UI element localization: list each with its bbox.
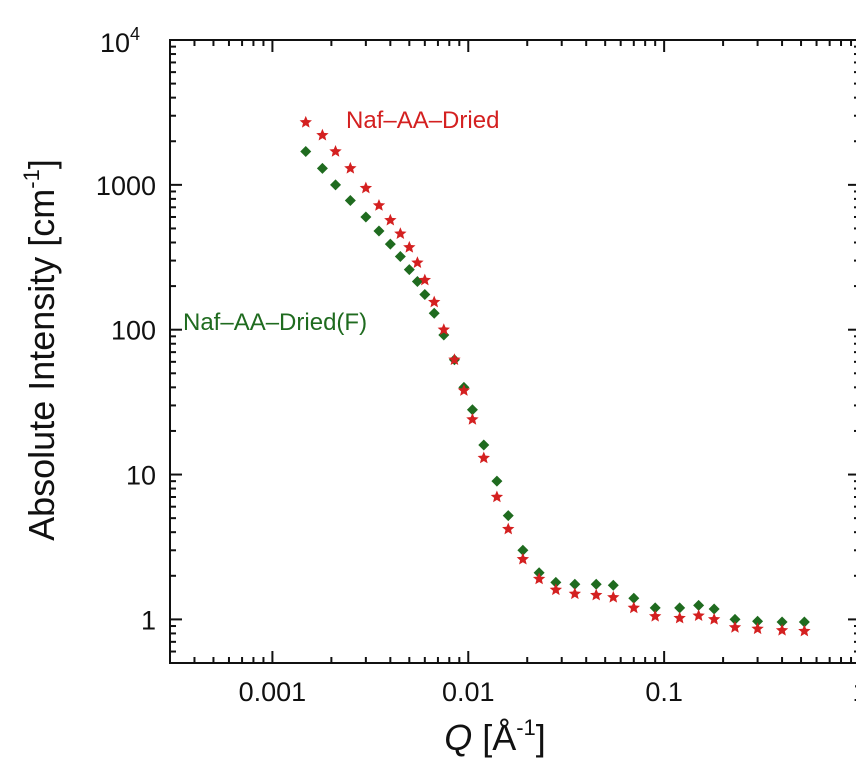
y-tick-label: 10 <box>126 461 156 491</box>
data-point <box>628 592 640 604</box>
data-point <box>359 181 373 194</box>
data-point <box>607 579 619 591</box>
data-point <box>798 616 810 628</box>
data-point <box>478 439 490 451</box>
x-tick-label: 1 <box>852 677 856 707</box>
data-point <box>418 273 431 286</box>
data-point <box>707 612 721 625</box>
data-point <box>568 587 582 600</box>
ticks-layer <box>169 39 856 664</box>
y-tick-label: 100 <box>111 316 156 346</box>
data-point <box>411 256 424 268</box>
annotation-naf-aa-dried-f: Naf–AA–Dried(F) <box>183 309 367 336</box>
data-point <box>457 384 471 396</box>
x-axis-unit: [Å <box>472 717 516 758</box>
y-top-tick-label: 104 <box>100 24 140 58</box>
data-point <box>466 412 479 425</box>
data-point <box>549 583 563 596</box>
data-point <box>607 590 620 603</box>
data-point <box>316 128 329 141</box>
data-point <box>502 522 515 535</box>
data-point <box>751 622 764 635</box>
data-point <box>299 115 312 128</box>
data-point <box>466 404 478 416</box>
y-top-exp: 4 <box>130 24 140 44</box>
y-tick-label: 1 <box>141 605 156 635</box>
data-point <box>394 251 406 263</box>
data-point <box>344 161 357 174</box>
data-point <box>477 451 490 464</box>
y-axis-exp: -1 <box>19 169 44 189</box>
data-point <box>752 615 764 627</box>
data-point <box>517 544 529 556</box>
y-top-base: 10 <box>100 28 130 58</box>
x-axis-exp: -1 <box>516 715 536 740</box>
data-point <box>316 162 328 174</box>
data-point <box>775 623 789 636</box>
data-point <box>648 609 662 622</box>
data-point <box>649 602 661 614</box>
plot-frame <box>169 39 856 664</box>
data-point <box>491 475 503 487</box>
x-tick-label: 0.01 <box>442 677 495 707</box>
data-point <box>330 179 342 191</box>
y-axis-close: ] <box>21 159 62 169</box>
data-point <box>729 613 741 625</box>
data-point <box>569 578 581 590</box>
data-point <box>516 552 530 565</box>
data-point <box>674 602 686 614</box>
y-axis-title: Absolute Intensity [cm-1] <box>19 159 62 541</box>
series-naf-aa-dried <box>299 115 811 637</box>
data-point <box>384 238 396 250</box>
y-tick-label: 1000 <box>96 171 156 201</box>
data-point <box>344 194 356 206</box>
data-point <box>627 601 640 614</box>
labels-layer: 0.001 0.01 0.1 1 1 10 100 1000 <box>96 171 856 707</box>
data-point <box>550 576 562 588</box>
x-axis-var: Q <box>444 717 472 758</box>
x-axis-close: ] <box>536 717 546 758</box>
data-point <box>384 213 397 226</box>
data-point <box>360 211 372 223</box>
data-point <box>502 510 514 522</box>
x-tick-label: 0.001 <box>239 677 307 707</box>
x-tick-label: 0.1 <box>645 677 683 707</box>
data-point <box>428 307 440 319</box>
data-point <box>437 323 450 335</box>
data-point <box>590 588 603 601</box>
data-point <box>329 144 342 157</box>
data-point <box>428 295 441 308</box>
data-point <box>490 490 504 503</box>
data-point <box>798 624 811 637</box>
series-naf-aa-dried-f <box>300 145 810 628</box>
annotation-naf-aa-dried: Naf–AA–Dried <box>346 107 499 134</box>
series-layer <box>299 115 811 637</box>
data-point <box>728 620 742 633</box>
data-point <box>403 240 416 253</box>
data-point <box>692 609 705 621</box>
y-axis-main: Absolute Intensity [cm <box>21 189 62 541</box>
data-point <box>693 599 705 611</box>
data-point <box>448 353 461 366</box>
data-point <box>411 276 423 288</box>
x-axis-title: Q [Å-1] <box>444 715 546 758</box>
data-point <box>419 288 431 300</box>
data-point <box>532 572 546 585</box>
data-point <box>403 264 415 276</box>
data-point <box>673 611 686 624</box>
data-point <box>590 578 602 590</box>
data-point <box>373 225 385 237</box>
data-point <box>776 616 788 628</box>
data-point <box>372 199 386 211</box>
data-point <box>394 227 407 239</box>
data-point <box>708 603 720 615</box>
data-point <box>300 145 312 157</box>
